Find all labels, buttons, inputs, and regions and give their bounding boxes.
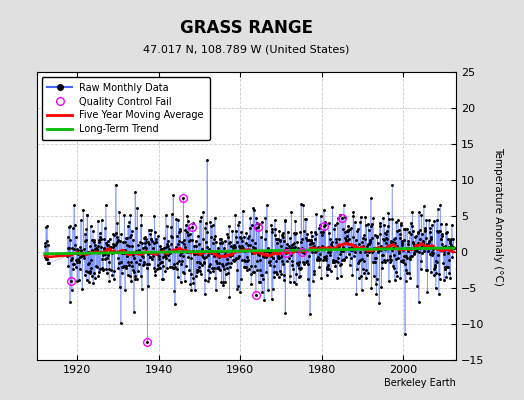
Text: GRASS RANGE: GRASS RANGE [180,19,313,37]
Text: 47.017 N, 108.789 W (United States): 47.017 N, 108.789 W (United States) [143,45,350,55]
Legend: Raw Monthly Data, Quality Control Fail, Five Year Moving Average, Long-Term Tren: Raw Monthly Data, Quality Control Fail, … [41,77,210,140]
Text: Berkeley Earth: Berkeley Earth [384,378,456,388]
Y-axis label: Temperature Anomaly (°C): Temperature Anomaly (°C) [494,146,504,286]
